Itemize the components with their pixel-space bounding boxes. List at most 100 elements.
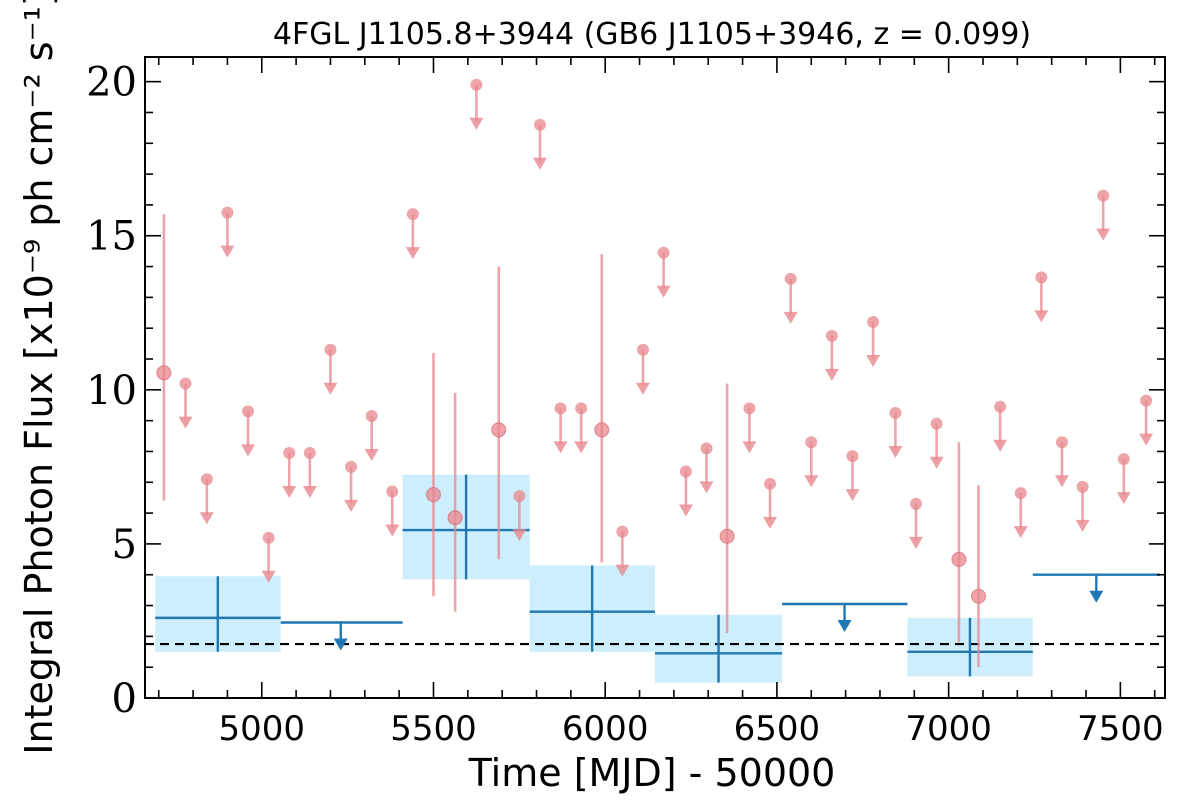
short-bin-upper-limit-3 bbox=[221, 206, 234, 219]
short-bin-upper-limit-8 bbox=[324, 343, 337, 356]
short-bin-upper-limit-16 bbox=[554, 402, 567, 415]
short-bin-upper-limit-30-arrow bbox=[888, 445, 903, 458]
short-bin-upper-limit-5 bbox=[262, 531, 275, 544]
short-bin-upper-limit-32-arrow bbox=[929, 456, 944, 469]
short-bin-upper-limit-40-arrow bbox=[1139, 433, 1154, 446]
x-tick-label-5000: 5000 bbox=[219, 709, 306, 749]
short-bin-upper-limit-7 bbox=[303, 447, 316, 460]
short-bin-upper-limit-18 bbox=[616, 525, 629, 538]
short-bin-upper-limit-4 bbox=[242, 405, 255, 418]
short-bin-upper-limit-38 bbox=[1097, 189, 1110, 202]
short-bin-upper-limit-12-arrow bbox=[405, 247, 420, 260]
short-bin-upper-limit-11-arrow bbox=[385, 524, 400, 537]
short-bin-upper-limit-27 bbox=[825, 329, 838, 342]
short-bin-upper-limit-39-arrow bbox=[1116, 492, 1131, 505]
short-bin-upper-limit-35 bbox=[1035, 271, 1048, 284]
short-bin-upper-limit-19 bbox=[636, 343, 649, 356]
x-tick-label-6500: 6500 bbox=[734, 709, 821, 749]
short-bin-upper-limit-24 bbox=[764, 477, 777, 490]
short-bin-upper-limit-6 bbox=[283, 447, 296, 460]
short-bin-upper-limit-29-arrow bbox=[866, 355, 881, 368]
short-bin-upper-limit-17-arrow bbox=[574, 441, 589, 454]
short-bin-upper-limit-18-arrow bbox=[615, 564, 630, 577]
long-bin-upper-limit-1-arrow bbox=[333, 638, 348, 651]
short-bin-point-8 bbox=[970, 588, 987, 604]
axes: 5000 5500 6000 6500 7000 7500 0 5 10 15 20 bbox=[86, 56, 1166, 749]
short-bin-upper-limit-1-arrow bbox=[178, 416, 193, 429]
x-tick-label-6000: 6000 bbox=[562, 709, 649, 749]
short-bin-upper-limit-21 bbox=[679, 465, 692, 478]
x-axis-label: Time [MJD] - 50000 bbox=[468, 751, 836, 795]
short-bin-upper-limit-5-arrow bbox=[261, 570, 276, 583]
short-bin-point-6 bbox=[719, 528, 735, 544]
short-bin-upper-limit-28-arrow bbox=[845, 489, 860, 502]
y-tick-label-10: 10 bbox=[86, 368, 137, 414]
short-bin-upper-limit-39 bbox=[1117, 453, 1130, 466]
short-bin-upper-limit-25-arrow bbox=[783, 311, 798, 324]
short-bin-upper-limit-25 bbox=[784, 272, 797, 285]
short-bin-upper-limit-34 bbox=[1014, 487, 1027, 500]
short-bin-upper-limit-23 bbox=[743, 402, 756, 415]
short-bin-upper-limit-26 bbox=[805, 436, 818, 449]
short-bin-upper-limit-10 bbox=[365, 410, 378, 423]
x-tick-label-5500: 5500 bbox=[390, 709, 477, 749]
short-bin-upper-limit-16-arrow bbox=[553, 441, 568, 454]
short-bin-upper-limit-31 bbox=[910, 497, 923, 510]
short-bin-upper-limit-20 bbox=[657, 246, 670, 259]
short-bin-upper-limit-36-arrow bbox=[1054, 475, 1069, 488]
short-bin-upper-limit-2-arrow bbox=[199, 512, 214, 525]
short-bin-upper-limit-38-arrow bbox=[1096, 228, 1111, 241]
short-bin-upper-limit-36 bbox=[1055, 436, 1068, 449]
short-bin-upper-limit-23-arrow bbox=[742, 441, 757, 454]
chart-title: 4FGL J1105.8+3944 (GB6 J1105+3946, z = 0… bbox=[273, 17, 1031, 52]
short-bin-upper-limit-6-arrow bbox=[282, 486, 297, 499]
short-bin-upper-limit-37 bbox=[1076, 480, 1089, 493]
short-bin-upper-limit-28 bbox=[846, 450, 859, 463]
short-bin-upper-limit-4-arrow bbox=[241, 444, 256, 457]
short-bin-upper-limit-8-arrow bbox=[323, 382, 338, 395]
short-bin-upper-limit-11 bbox=[386, 485, 399, 498]
short-bin-upper-limit-7-arrow bbox=[302, 486, 317, 499]
short-bin-point-7 bbox=[951, 551, 967, 567]
short-bin-upper-limit-22-arrow bbox=[699, 481, 714, 494]
y-tick-label-0: 0 bbox=[112, 676, 137, 722]
short-bin-upper-limit-9-arrow bbox=[344, 499, 359, 512]
axes-frame bbox=[144, 56, 1166, 699]
short-bin-upper-limit-14 bbox=[513, 490, 526, 503]
short-bin-point-5 bbox=[594, 422, 610, 438]
short-bin-upper-limit-40 bbox=[1140, 394, 1153, 407]
short-bin-upper-limit-33 bbox=[994, 400, 1007, 413]
short-bin-upper-limit-35-arrow bbox=[1034, 310, 1049, 323]
short-bin-upper-limit-34-arrow bbox=[1013, 526, 1028, 539]
short-bin-upper-limit-13 bbox=[470, 78, 483, 91]
short-bin-point-2 bbox=[425, 487, 442, 503]
x-tick-label-7000: 7000 bbox=[905, 709, 992, 749]
short-bin-upper-limit-27-arrow bbox=[824, 368, 839, 381]
short-bin-upper-limit-37-arrow bbox=[1075, 519, 1090, 532]
short-bin-upper-limit-29 bbox=[867, 316, 880, 329]
long-bin-upper-limit-2-arrow bbox=[837, 620, 852, 633]
y-tick-label-5: 5 bbox=[112, 522, 137, 568]
short-bin-upper-limit-19-arrow bbox=[635, 382, 650, 395]
short-bin-upper-limit-12 bbox=[406, 208, 419, 221]
short-bin-upper-limit-15 bbox=[533, 118, 546, 131]
short-bin-upper-limit-31-arrow bbox=[909, 536, 924, 549]
short-bin-upper-limit-2 bbox=[200, 473, 213, 486]
short-bin-upper-limit-13-arrow bbox=[469, 117, 484, 130]
short-bin-point-4 bbox=[491, 422, 507, 438]
short-bin-upper-limit-3-arrow bbox=[220, 245, 235, 258]
short-bin-upper-limit-10-arrow bbox=[364, 449, 379, 462]
long-bin-upper-limit-3-arrow bbox=[1089, 590, 1104, 603]
short-bin-upper-limit-14-arrow bbox=[512, 529, 527, 542]
y-axis-label: Integral Photon Flux [x10⁻⁹ ph cm⁻² s⁻¹] bbox=[17, 0, 61, 755]
short-bin-upper-limit-17 bbox=[575, 402, 588, 415]
short-bin-upper-limit-22 bbox=[700, 442, 713, 455]
short-bin-upper-limit-9 bbox=[345, 460, 358, 473]
plot-area bbox=[145, 78, 1165, 683]
short-bin-upper-limit-32 bbox=[930, 417, 943, 430]
y-tick-label-15: 15 bbox=[86, 214, 137, 260]
short-bin-upper-limit-30 bbox=[889, 406, 902, 419]
short-bin-upper-limit-15-arrow bbox=[532, 157, 547, 170]
y-tick-label-20: 20 bbox=[86, 60, 137, 106]
